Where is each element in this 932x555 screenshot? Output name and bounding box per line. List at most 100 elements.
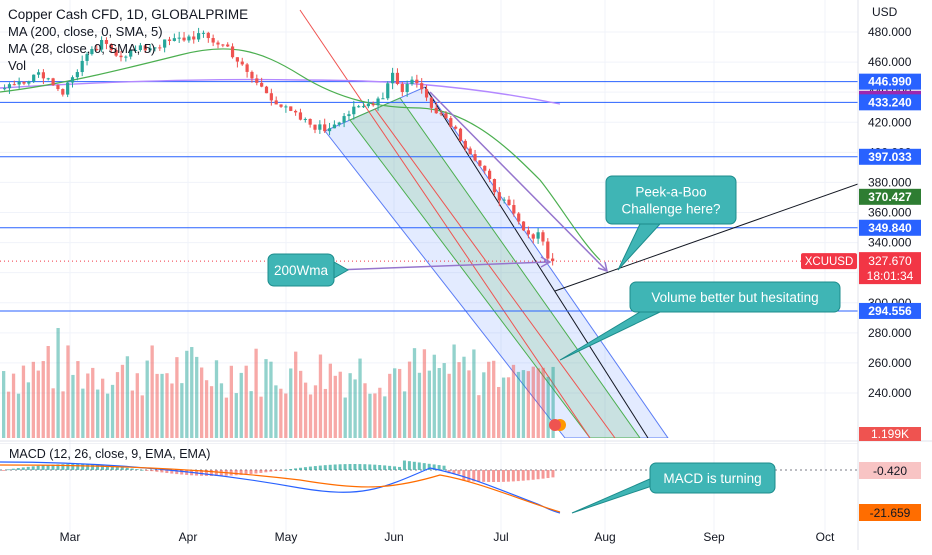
candle xyxy=(318,124,322,130)
macd-histogram-bar xyxy=(279,470,283,471)
macd-histogram-bar xyxy=(125,467,129,470)
volume-bar xyxy=(294,351,298,438)
candle xyxy=(240,61,244,65)
volume-bar xyxy=(195,356,199,438)
macd-histogram-bar xyxy=(71,464,75,470)
candle xyxy=(337,122,341,125)
candle xyxy=(235,57,239,62)
macd-histogram-bar xyxy=(51,464,55,470)
candle xyxy=(41,72,45,79)
macd-histogram-bar xyxy=(487,470,491,482)
macd-histogram-bar xyxy=(541,470,545,479)
candle xyxy=(371,103,375,106)
candle xyxy=(303,118,307,120)
volume-bar xyxy=(46,346,50,438)
volume-bar xyxy=(437,368,441,438)
callout-200wma xyxy=(267,253,335,287)
volume-bar xyxy=(96,389,100,438)
candle xyxy=(46,78,50,80)
macd-histogram-bar xyxy=(170,470,174,474)
price-level-label xyxy=(859,219,921,236)
candle xyxy=(206,32,210,39)
volume-bar xyxy=(140,395,144,438)
candle xyxy=(56,85,60,90)
candle xyxy=(434,107,438,114)
volume-bar xyxy=(402,391,407,438)
arrow-200wma xyxy=(334,261,549,271)
macd-histogram-bar xyxy=(249,470,253,474)
volume-bar xyxy=(224,397,229,438)
macd-histogram-bar xyxy=(91,464,95,470)
candle xyxy=(216,42,220,45)
macd-histogram-bar xyxy=(209,470,213,476)
volume-bar xyxy=(368,393,372,438)
candle xyxy=(386,83,390,99)
macd-histogram-bar xyxy=(363,464,367,470)
candle xyxy=(405,84,409,92)
price-level-text: 349.840 xyxy=(868,221,912,235)
volume-bar xyxy=(348,373,352,438)
volume-bar xyxy=(511,364,516,438)
macd-histogram-bar xyxy=(457,470,461,475)
macd-histogram-bar xyxy=(185,470,189,475)
symbol-tag xyxy=(801,253,857,270)
macd-histogram-bar xyxy=(160,470,164,473)
candle xyxy=(483,165,487,171)
candle xyxy=(497,192,501,201)
current-price-label xyxy=(859,252,921,285)
callout-peek-a-boo xyxy=(605,175,737,225)
volume-bar xyxy=(165,373,169,438)
candle xyxy=(95,49,99,51)
macd-histogram-bar xyxy=(442,465,446,470)
candle xyxy=(104,40,109,44)
candle xyxy=(284,106,288,108)
volume-bar xyxy=(155,373,159,438)
y-tick-label: 380.000 xyxy=(868,175,912,189)
volume-bar xyxy=(214,360,219,438)
macd-histogram-bar xyxy=(313,466,317,470)
candle xyxy=(502,199,506,201)
candle xyxy=(230,46,235,58)
macd-histogram-bar xyxy=(289,469,293,470)
x-tick-label: Mar xyxy=(60,530,81,544)
macd-histogram-bar xyxy=(318,465,322,470)
macd-histogram-bar xyxy=(180,470,184,475)
callout-macd xyxy=(649,462,776,494)
candle xyxy=(488,170,492,180)
candle xyxy=(22,81,26,84)
candle xyxy=(61,89,65,95)
macd-histogram-bar xyxy=(501,470,505,482)
volume-bar xyxy=(170,383,174,438)
volume-bar xyxy=(2,371,6,438)
signal-value-text: -21.659 xyxy=(870,506,911,520)
candle xyxy=(531,234,535,239)
candle xyxy=(17,81,21,85)
chart-title: Copper Cash CFD, 1D, GLOBALPRIME xyxy=(8,7,249,22)
volume-bar xyxy=(358,358,362,438)
candle xyxy=(255,78,259,83)
macd-legend: MACD (12, 26, close, 9, EMA, EMA) xyxy=(9,447,210,461)
volume-bar xyxy=(432,354,436,438)
callout-volume xyxy=(629,281,841,313)
price-level-text: 370.427 xyxy=(868,190,912,204)
volume-bar xyxy=(492,360,496,438)
x-tick-label: Jun xyxy=(384,530,403,544)
volume-bar xyxy=(160,373,164,438)
arrow-head xyxy=(597,261,609,273)
candle xyxy=(70,77,75,83)
trend-ray xyxy=(554,183,858,292)
volume-bar xyxy=(279,388,283,438)
volume-bar xyxy=(81,388,85,438)
macd-histogram-bar xyxy=(46,464,50,470)
macd-histogram-bar xyxy=(412,461,416,470)
macd-histogram-bar xyxy=(140,469,144,471)
macd-histogram-bar xyxy=(21,467,25,470)
candle xyxy=(66,82,70,95)
macd-histogram-bar xyxy=(120,467,124,470)
macd-histogram-bar xyxy=(135,469,139,470)
macd-histogram-bar xyxy=(338,464,342,470)
candle xyxy=(313,124,317,130)
candle xyxy=(124,56,128,58)
